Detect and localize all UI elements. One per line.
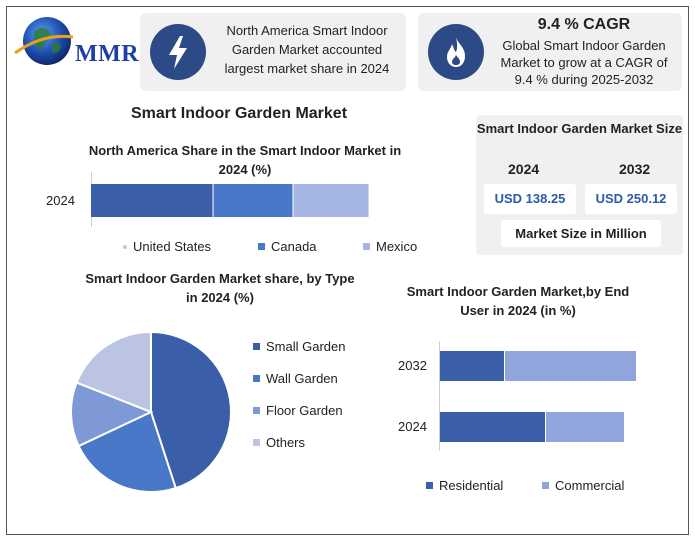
cagr-text: Global Smart Indoor Garden Market to gro… (500, 38, 668, 87)
end-user-bar-chart (440, 351, 636, 442)
legend-mexico: Mexico (363, 239, 417, 254)
legend-small-garden: Small Garden (253, 339, 345, 354)
legend-label: Others (266, 435, 306, 450)
market-size-panel: Smart Indoor Garden Market Size 2024 203… (476, 115, 683, 255)
legend-wall-garden: Wall Garden (253, 371, 338, 386)
legend-swatch (542, 482, 549, 490)
north-america-chart-title: North America Share in the Smart Indoor … (88, 143, 402, 177)
end-user-chart-title: Smart Indoor Garden Market,by End User i… (406, 284, 630, 318)
type-pie-chart (70, 330, 232, 493)
flame-icon (428, 24, 484, 80)
legend-swatch (253, 407, 260, 415)
north-america-bar-chart (91, 184, 369, 217)
legend-canada: Canada (258, 239, 317, 254)
pie-slice-small-garden (150, 330, 232, 490)
eu-bar-2024-commercial (546, 412, 624, 442)
na-bar-canada (213, 184, 293, 217)
legend-swatch (123, 244, 127, 249)
cagr-heading: 9.4 % CAGR (537, 16, 631, 33)
legend-label: United States (133, 239, 212, 254)
na-bar-mexico (293, 184, 369, 217)
na-category-label: 2024 (46, 193, 75, 208)
year-2032-label: 2032 (619, 161, 651, 177)
value-2032: USD 250.12 (585, 184, 677, 214)
legend-label: Wall Garden (266, 371, 338, 386)
legend-others: Others (253, 435, 305, 450)
pie-slice-wall-garden (77, 410, 177, 493)
value-2024: USD 138.25 (484, 184, 576, 214)
legend-swatch (253, 375, 260, 383)
globe-icon (14, 17, 74, 65)
pie-slice-floor-garden (70, 381, 154, 448)
year-2024-label: 2024 (508, 161, 540, 177)
eu-bar-2024-residential (440, 412, 545, 442)
legend-commercial: Commercial (542, 478, 624, 493)
legend-label: Mexico (376, 239, 418, 254)
north-america-text: North America Smart Indoor Garden Market… (224, 23, 390, 76)
cagr-card: 9.4 % CAGR Global Smart Indoor Garden Ma… (418, 13, 682, 91)
eu-bar-2032-commercial (505, 351, 636, 381)
legend-swatch (258, 243, 265, 251)
eu-axis-line (439, 341, 440, 451)
legend-label: Commercial (555, 478, 625, 493)
legend-swatch (426, 482, 433, 490)
legend-united-states: United States (123, 239, 211, 254)
legend-swatch (363, 243, 370, 251)
na-bar-united-states (91, 184, 213, 217)
mmr-logo: MMR (13, 13, 140, 73)
eu-bar-2032-residential (440, 351, 504, 381)
legend-label: Small Garden (266, 339, 346, 354)
pie-slice-others (75, 330, 152, 414)
legend-residential: Residential (426, 478, 503, 493)
north-america-card: North America Smart Indoor Garden Market… (140, 13, 406, 91)
legend-label: Canada (271, 239, 317, 254)
legend-label: Floor Garden (266, 403, 343, 418)
logo-text: MMR (75, 41, 140, 67)
legend-floor-garden: Floor Garden (253, 403, 343, 418)
legend-swatch (253, 343, 260, 351)
legend-label: Residential (439, 478, 504, 493)
type-pie-title: Smart Indoor Garden Market share, by Typ… (85, 271, 355, 305)
eu-category-2032: 2032 (398, 358, 427, 373)
legend-swatch (253, 439, 260, 447)
market-size-title: Smart Indoor Garden Market Size (476, 121, 683, 136)
eu-category-2024: 2024 (398, 419, 427, 434)
main-title: Smart Indoor Garden Market (130, 105, 348, 122)
lightning-icon (150, 24, 206, 80)
market-size-footer: Market Size in Million (501, 220, 661, 247)
